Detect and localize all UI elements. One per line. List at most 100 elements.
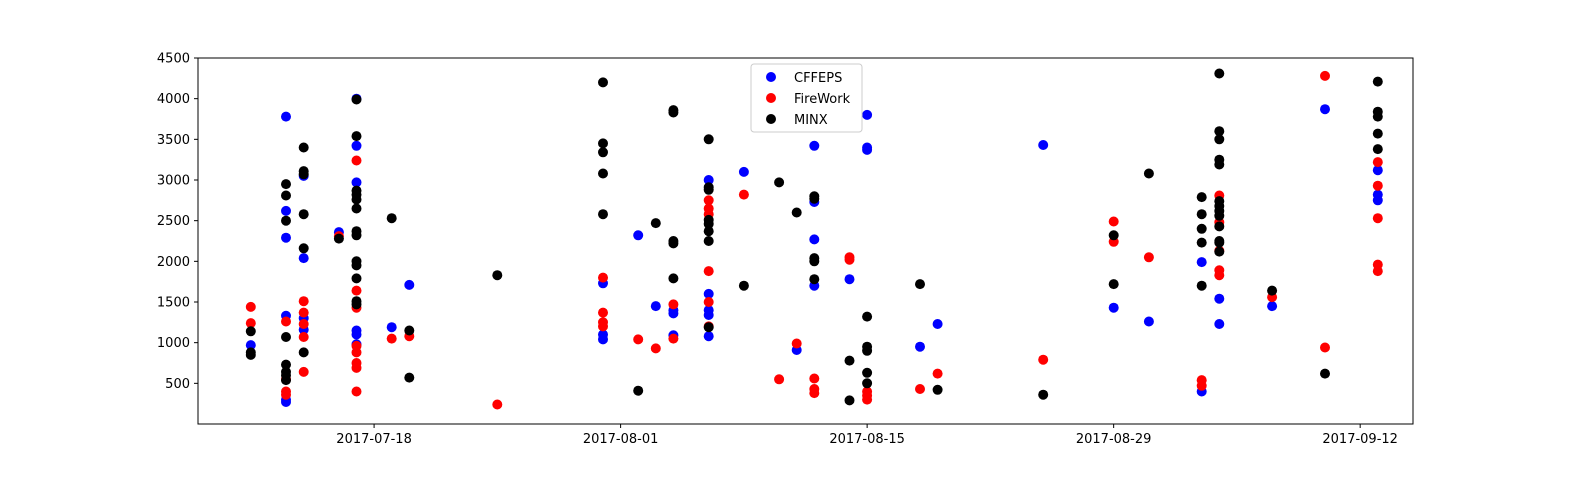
point-minx bbox=[351, 230, 362, 241]
point-firework bbox=[351, 155, 362, 166]
point-minx bbox=[1196, 280, 1207, 291]
point-minx bbox=[404, 325, 415, 336]
point-cffeps bbox=[1214, 319, 1225, 329]
point-firework bbox=[633, 334, 644, 345]
point-minx bbox=[703, 184, 714, 195]
point-minx bbox=[1214, 246, 1225, 257]
point-cffeps bbox=[862, 144, 873, 155]
point-cffeps bbox=[281, 111, 291, 122]
point-minx bbox=[809, 193, 820, 204]
point-minx bbox=[298, 142, 309, 153]
point-minx bbox=[351, 94, 362, 105]
point-minx bbox=[351, 203, 362, 214]
point-firework bbox=[809, 388, 820, 399]
legend-label-minx: MINX bbox=[794, 113, 828, 128]
point-minx bbox=[844, 395, 855, 406]
y-tick-label: 1000 bbox=[157, 336, 190, 351]
point-minx bbox=[703, 322, 714, 333]
point-cffeps bbox=[351, 329, 362, 340]
point-firework bbox=[791, 338, 802, 349]
y-tick-label: 3000 bbox=[157, 174, 190, 189]
point-minx bbox=[298, 169, 309, 180]
data-points bbox=[245, 68, 1383, 410]
point-minx bbox=[1214, 221, 1225, 232]
x-tick-label: 2017-08-01 bbox=[583, 432, 659, 447]
point-minx bbox=[809, 274, 820, 285]
legend-marker-minx bbox=[766, 114, 776, 124]
point-minx bbox=[351, 260, 362, 271]
point-minx bbox=[351, 131, 362, 142]
point-firework bbox=[1372, 157, 1383, 168]
point-minx bbox=[862, 311, 873, 322]
point-minx bbox=[809, 256, 820, 267]
y-tick-label: 4000 bbox=[157, 92, 190, 107]
point-firework bbox=[650, 343, 661, 354]
legend-box bbox=[750, 63, 863, 133]
point-firework bbox=[298, 332, 309, 342]
point-cffeps bbox=[298, 253, 309, 264]
legend-label-cffeps: CFFEPS bbox=[794, 71, 842, 86]
point-minx bbox=[1267, 285, 1278, 296]
point-cffeps bbox=[1196, 257, 1207, 268]
point-minx bbox=[774, 177, 785, 188]
point-cffeps bbox=[1038, 140, 1049, 150]
point-minx bbox=[281, 332, 291, 342]
plot-frame bbox=[197, 57, 1414, 425]
point-minx bbox=[1372, 128, 1383, 139]
point-firework bbox=[1038, 354, 1049, 365]
legend-marker-firework bbox=[766, 93, 776, 103]
point-cffeps bbox=[809, 140, 820, 151]
point-minx bbox=[1214, 126, 1225, 137]
point-minx bbox=[1214, 134, 1225, 145]
point-cffeps bbox=[281, 232, 291, 243]
x-tick-label: 2017-08-15 bbox=[829, 432, 905, 447]
y-tick-label: 500 bbox=[165, 377, 190, 392]
point-firework bbox=[245, 318, 256, 329]
point-minx bbox=[281, 179, 291, 190]
point-cffeps bbox=[1143, 316, 1154, 327]
point-firework bbox=[703, 266, 714, 277]
point-firework bbox=[1372, 266, 1383, 277]
point-firework bbox=[1372, 213, 1383, 224]
point-minx bbox=[492, 270, 503, 281]
x-tick-label: 2017-08-29 bbox=[1076, 432, 1152, 447]
point-cffeps bbox=[703, 310, 714, 320]
point-minx bbox=[598, 209, 608, 220]
point-minx bbox=[1372, 76, 1383, 87]
point-firework bbox=[1320, 70, 1330, 81]
point-cffeps bbox=[245, 340, 256, 351]
point-minx bbox=[298, 243, 309, 254]
point-minx bbox=[915, 279, 925, 290]
point-cffeps bbox=[915, 341, 925, 352]
point-minx bbox=[386, 213, 397, 224]
point-minx bbox=[1196, 192, 1207, 203]
point-minx bbox=[1320, 368, 1330, 379]
point-firework bbox=[703, 297, 714, 307]
legend-marker-cffeps bbox=[766, 72, 776, 82]
point-firework bbox=[809, 373, 820, 384]
point-minx bbox=[1214, 237, 1225, 248]
point-minx bbox=[1372, 111, 1383, 122]
point-firework bbox=[351, 285, 362, 296]
point-cffeps bbox=[668, 308, 679, 319]
point-firework bbox=[862, 394, 873, 405]
point-minx bbox=[351, 194, 362, 205]
point-minx bbox=[298, 347, 309, 358]
point-minx bbox=[1214, 68, 1225, 79]
point-cffeps bbox=[932, 319, 943, 329]
point-minx bbox=[1196, 209, 1207, 220]
point-firework bbox=[351, 362, 362, 373]
y-tick-label: 3500 bbox=[157, 133, 190, 148]
point-cffeps bbox=[862, 109, 873, 120]
point-minx bbox=[633, 385, 644, 396]
point-firework bbox=[351, 347, 362, 358]
point-minx bbox=[932, 384, 943, 395]
point-minx bbox=[844, 355, 855, 366]
legend: CFFEPS FireWork MINX bbox=[750, 63, 863, 133]
point-firework bbox=[298, 366, 309, 377]
point-minx bbox=[298, 209, 309, 220]
point-minx bbox=[281, 375, 291, 386]
point-cffeps bbox=[844, 274, 855, 285]
point-cffeps bbox=[351, 140, 362, 151]
point-minx bbox=[281, 215, 291, 226]
